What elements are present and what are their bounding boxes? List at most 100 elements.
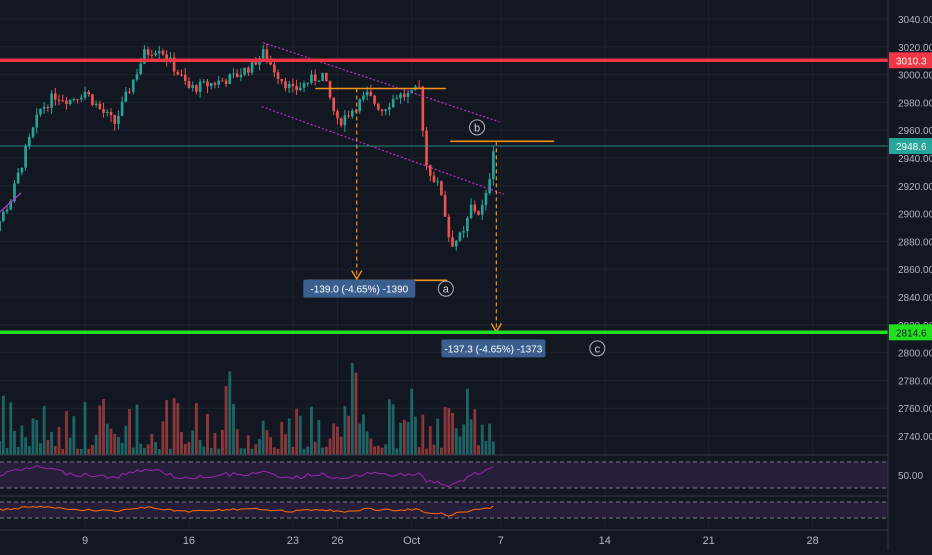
volume-bar [146, 444, 150, 455]
candle-body [187, 80, 191, 88]
volume-bar [46, 439, 50, 455]
volume-bar [176, 403, 180, 455]
oscillator-band [0, 502, 888, 518]
volume-bar [376, 445, 380, 455]
candle-body [484, 192, 488, 206]
price-tick-label: 3000.00 [898, 71, 932, 82]
volume-bar [27, 446, 31, 455]
volume-bar [362, 414, 365, 455]
candle-body [24, 145, 27, 168]
time-tick-label: 23 [287, 535, 299, 547]
volume-bar [39, 443, 42, 455]
volume-bar [161, 421, 165, 455]
measurement-label-box [441, 339, 546, 358]
wave-label-c: c [595, 343, 601, 355]
price-level-tag-text: 3010.3 [896, 56, 927, 67]
candle-body [480, 205, 484, 215]
volume-bar [317, 420, 321, 455]
candle-body [146, 49, 150, 55]
candle-body [269, 61, 272, 65]
volume-bar [477, 445, 480, 455]
candle-body [139, 63, 142, 75]
volume-bars [0, 362, 495, 455]
volume-bar [488, 423, 492, 455]
volume-bar [94, 434, 98, 455]
volume-bar [57, 426, 61, 455]
volume-bar [53, 446, 57, 455]
candle-body [273, 64, 276, 73]
candle-body [183, 74, 187, 81]
volume-bar [246, 435, 250, 455]
volume-bar [265, 430, 269, 455]
price-tick-label: 2740.00 [898, 432, 932, 443]
candle-body [247, 67, 250, 73]
candle-body [235, 73, 239, 78]
candle-body [239, 74, 243, 78]
volume-bar [336, 426, 339, 455]
volume-bar [332, 423, 336, 455]
volume-bar [150, 434, 154, 455]
volume-bar [417, 447, 421, 455]
price-axis[interactable]: 3040.00 3020.00 3000.00 2980.00 2960.00 2940.… [887, 0, 932, 550]
candle-body [195, 85, 198, 92]
candle-body [402, 93, 406, 98]
volume-bar [42, 405, 46, 455]
candle-body [91, 94, 94, 105]
candle-body [20, 167, 24, 173]
price-tick-label: 2940.00 [898, 154, 932, 165]
candle-body [440, 181, 443, 196]
volume-bar [465, 388, 469, 455]
candle-body [287, 83, 291, 89]
candle-body [83, 91, 87, 98]
candle-body [176, 71, 180, 75]
volume-bar [72, 416, 76, 455]
volume-bar [1, 395, 5, 455]
candle-body [447, 216, 451, 238]
candle-body [180, 74, 183, 76]
candle-body [131, 79, 135, 92]
candle-body [94, 103, 98, 105]
volume-bar [157, 448, 161, 455]
volume-bar [458, 436, 462, 455]
volume-bar [102, 399, 105, 455]
volume-bar [373, 446, 376, 455]
volume-bar [83, 402, 87, 455]
measurement-label-text: -137.3 (-4.65%) -1373 [444, 344, 542, 355]
volume-bar [183, 444, 187, 455]
volume-bar [5, 448, 9, 455]
time-axis[interactable]: 9 16 23 26 Oct 7 14 21 28 [82, 535, 819, 547]
volume-bar [343, 406, 347, 455]
candle-body [39, 108, 42, 115]
candle-body [206, 81, 209, 87]
volume-bar [261, 420, 265, 455]
candle-body [209, 83, 213, 87]
volume-bar [120, 442, 124, 455]
candle-body [425, 130, 428, 166]
volume-bar [20, 425, 24, 455]
wave-label-a: a [443, 284, 450, 296]
candle-body [462, 231, 465, 233]
candle-body [417, 86, 421, 88]
measurement-label-text: -139.0 (-4.65%) -1390 [310, 285, 408, 296]
candle-body [202, 81, 206, 83]
volume-bar [302, 448, 306, 455]
volume-bar [232, 403, 235, 455]
volume-bar [443, 406, 447, 455]
candle-body [232, 73, 235, 75]
candle-body [102, 109, 105, 113]
candle-body [0, 221, 1, 232]
volume-bar [324, 446, 328, 455]
volume-bar [213, 433, 217, 455]
candle-body [157, 50, 161, 53]
volume-bar [16, 446, 20, 455]
volume-bar [280, 421, 284, 455]
volume-bar [254, 444, 258, 455]
volume-bar [298, 415, 302, 455]
candle-body [120, 101, 124, 116]
candle-body [332, 97, 336, 112]
candle-body [354, 110, 358, 112]
candle-body [477, 211, 480, 215]
candle-body [347, 115, 350, 117]
